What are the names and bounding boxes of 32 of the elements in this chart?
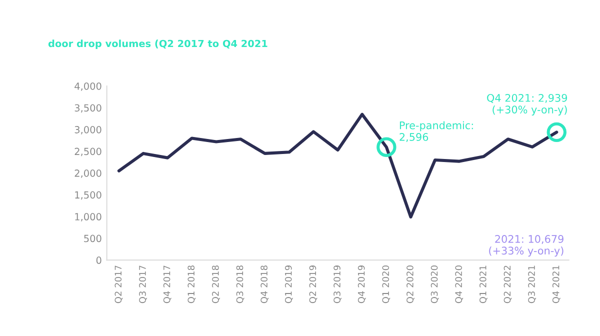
x-tick-label: Q3 2018 xyxy=(236,266,244,304)
x-tick-label: Q2 2018 xyxy=(212,266,220,304)
x-tick-label: Q2 2022 xyxy=(504,266,512,304)
x-tick-label: Q2 2020 xyxy=(406,266,414,304)
y-tick-label: 1,000 xyxy=(75,213,102,222)
x-tick-label: Q3 2017 xyxy=(139,266,147,304)
y-tick-label: 500 xyxy=(84,234,102,242)
x-tick-label: Q3 2020 xyxy=(430,266,439,304)
x-tick-label: Q4 2020 xyxy=(455,266,464,304)
y-tick-label: 2,500 xyxy=(74,148,102,156)
annotation: 2021: 10,679 (+33% y-on-y) xyxy=(489,235,564,257)
x-tick-label: Q4 2019 xyxy=(358,266,366,304)
x-tick-label: Q2 2019 xyxy=(309,266,318,304)
x-tick-label: Q3 2021 xyxy=(528,266,536,304)
x-tick-label: Q1 2018 xyxy=(188,266,196,304)
y-tick-label: 1,500 xyxy=(75,191,102,200)
x-tick-label: Q1 2021 xyxy=(479,266,488,304)
y-tick-label: 3,500 xyxy=(74,104,102,113)
x-tick-label: Q1 2019 xyxy=(284,266,293,304)
annotation: Q4 2021: 2,939 (+30% y-on-y) xyxy=(487,94,568,116)
chart-title: door drop volumes (Q2 2017 to Q4 2021 xyxy=(48,40,268,50)
y-tick-label: 2,000 xyxy=(74,170,102,178)
annotation: Pre-pandemic: 2,596 xyxy=(400,121,473,142)
y-tick-label: 0 xyxy=(96,256,102,264)
y-tick-label: 3,000 xyxy=(74,126,102,134)
x-tick-label: Q4 2021 xyxy=(552,266,560,304)
x-tick-label: Q4 2018 xyxy=(260,266,269,304)
x-tick-label: Q2 2017 xyxy=(114,266,123,304)
x-tick-label: Q1 2020 xyxy=(382,266,390,304)
x-tick-label: Q3 2019 xyxy=(334,266,342,304)
x-tick-label: Q4 2017 xyxy=(163,266,172,304)
y-tick-label: 4,000 xyxy=(74,82,102,91)
